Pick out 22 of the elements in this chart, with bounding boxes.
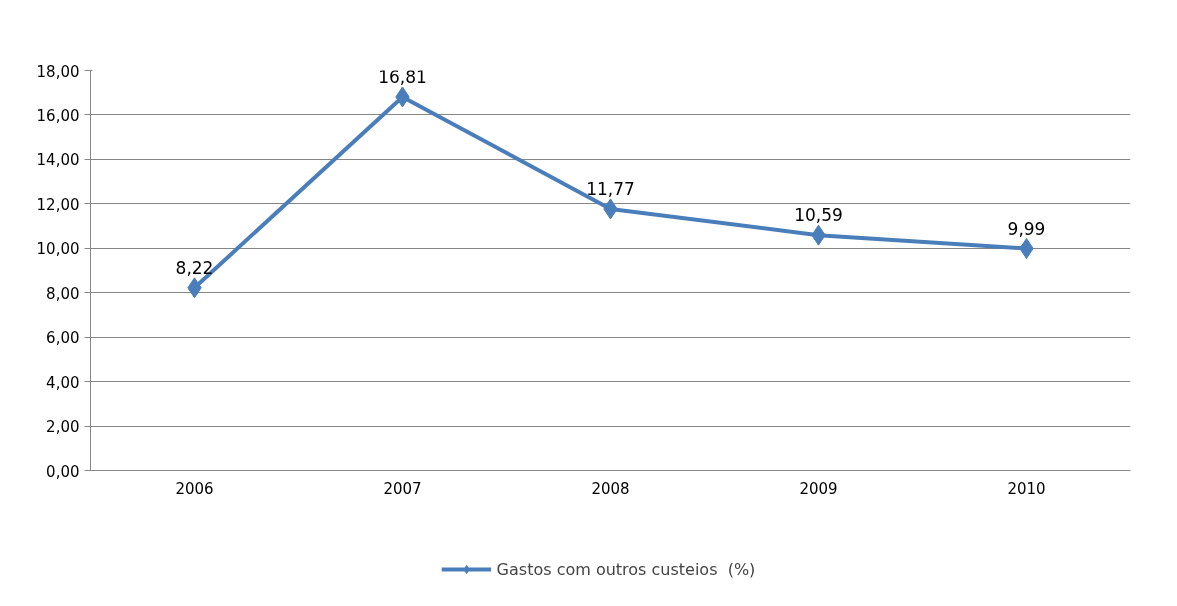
data-label: 16,81: [378, 66, 427, 87]
legend-label: Gastos com outros custeios (%): [496, 559, 756, 579]
y-tick-label: 12,00: [36, 195, 80, 214]
x-tick-label: 2006: [175, 479, 214, 498]
point: [1019, 238, 1034, 259]
data-label: 10,59: [794, 205, 843, 226]
data-label: 8,22: [175, 257, 214, 278]
data-label: 11,77: [586, 178, 635, 199]
x-tick-label: 2008: [591, 479, 630, 498]
y-tick-label: 8,00: [46, 284, 80, 303]
y-tick-label: 0,00: [46, 462, 80, 481]
y-tick-label: 10,00: [36, 240, 80, 259]
y-tick-label: 14,00: [36, 151, 80, 170]
y-tick-label: 2,00: [46, 418, 80, 437]
y-tick-label: 6,00: [46, 329, 80, 348]
x-tick-label: 2007: [383, 479, 422, 498]
y-tick-label: 16,00: [36, 106, 80, 125]
x-tick-label: 2010: [1007, 479, 1046, 498]
x-tick-label: 2009: [799, 479, 838, 498]
y-tick-label: 4,00: [46, 373, 80, 392]
y-tick-label: 18,00: [36, 62, 80, 81]
data-label: 9,99: [1007, 218, 1046, 239]
